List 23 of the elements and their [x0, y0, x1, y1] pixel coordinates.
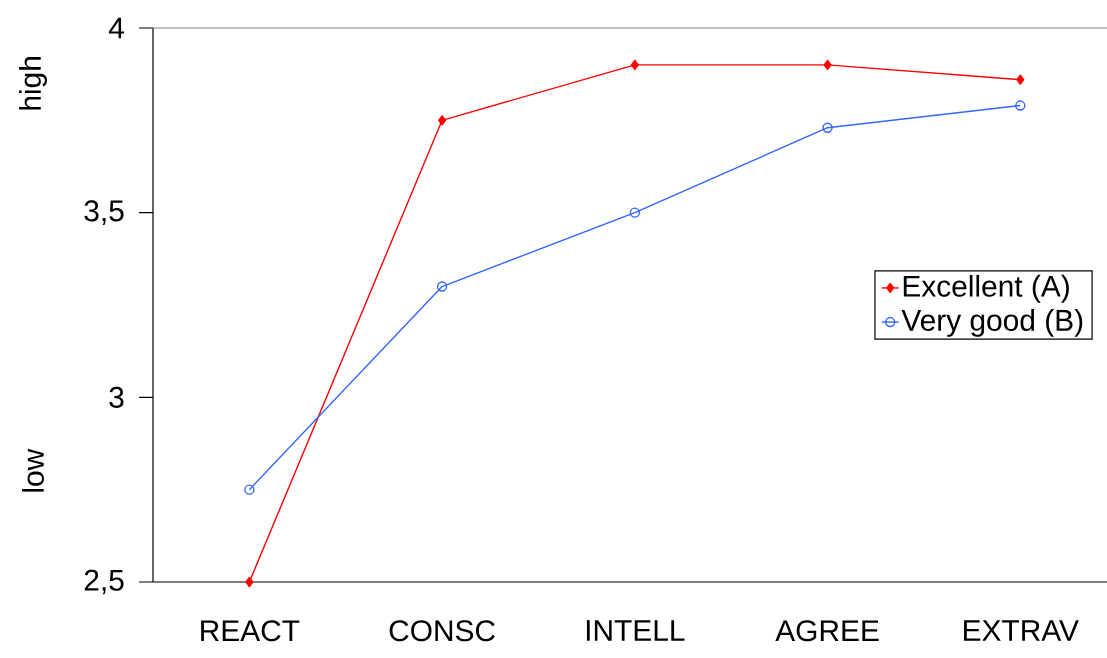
point	[244, 484, 255, 495]
y-tick-label: 2,5	[84, 569, 124, 595]
point	[630, 59, 639, 71]
x-tick-label: EXTRAV	[964, 620, 1079, 641]
point	[438, 115, 447, 126]
point	[822, 122, 833, 133]
x-tick-label: AGREE	[775, 620, 879, 642]
x-tick-label: CONSC	[389, 620, 495, 642]
point	[823, 59, 832, 71]
point	[629, 207, 641, 218]
x-tick-label: INTELL	[586, 620, 685, 641]
legend-label: Very good (B)	[901, 308, 1083, 337]
x-tick-label: REACT	[201, 620, 300, 642]
point	[1015, 100, 1026, 111]
text: high	[19, 57, 47, 110]
y-tick-label: 3	[109, 386, 124, 408]
point	[436, 281, 448, 292]
y-tick-label: 4	[108, 17, 124, 39]
point	[1016, 74, 1025, 85]
point	[245, 576, 254, 588]
y-tick-label: 3,5	[84, 200, 124, 226]
text: low	[22, 448, 44, 492]
legend-label: Excellent (A)	[903, 274, 1069, 303]
